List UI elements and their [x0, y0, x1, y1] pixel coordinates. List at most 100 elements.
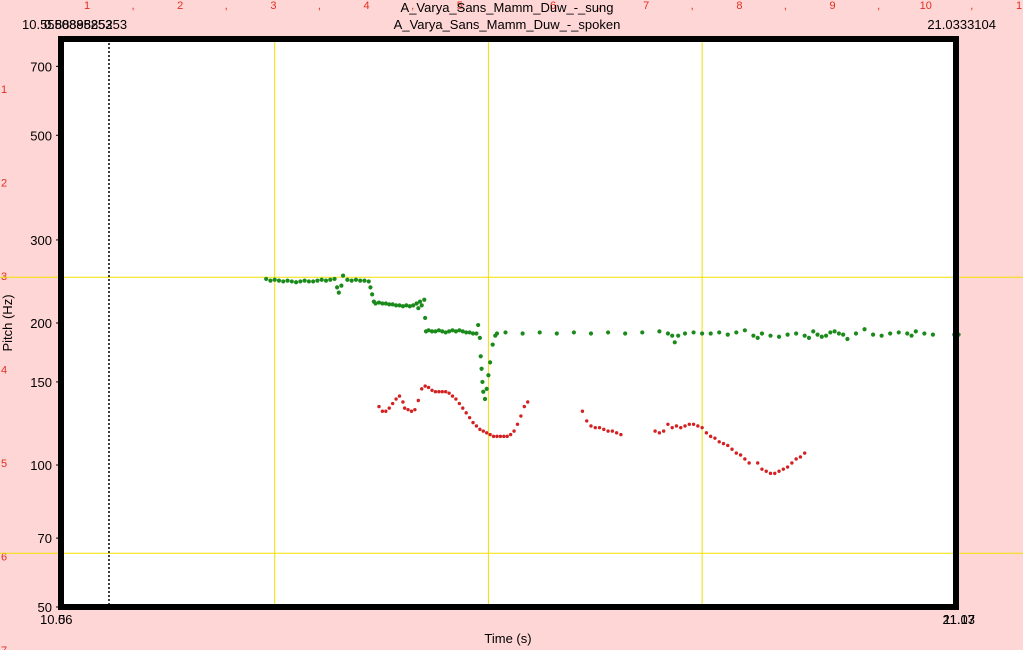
- time-left-overlap-label: 0.8889885253: [44, 17, 127, 32]
- sung-pitch-point: [353, 277, 359, 282]
- sung-pitch-point: [520, 331, 525, 336]
- spoken-pitch-point: [413, 407, 417, 412]
- ruler-top-number: 1: [1016, 0, 1022, 12]
- y-tick-label: 70: [38, 531, 52, 546]
- sung-pitch-point: [417, 299, 423, 304]
- sung-pitch-point: [478, 354, 483, 359]
- sung-pitch-point: [400, 304, 406, 309]
- sung-pitch-point: [717, 330, 722, 335]
- spoken-pitch-point: [619, 432, 623, 437]
- time-left-label: 10.5550885253: [22, 17, 112, 32]
- sung-pitch-point: [896, 330, 901, 335]
- sung-pitch-point: [676, 333, 681, 338]
- sung-pitch-point: [474, 331, 479, 336]
- sung-pitch-point: [387, 302, 392, 307]
- spoken-pitch-point: [781, 467, 786, 471]
- sung-pitch-point: [930, 332, 936, 337]
- spoken-pitch-point: [734, 451, 739, 455]
- sung-pitch-point: [433, 329, 438, 334]
- grid: [0, 39, 1023, 607]
- sung-pitch-point: [828, 330, 833, 335]
- sung-pitch-point: [440, 329, 445, 334]
- sung-pitch-point: [490, 342, 495, 347]
- sung-pitch-point: [571, 330, 576, 335]
- spoken-pitch-point: [726, 443, 730, 448]
- spoken-pitch-point: [377, 404, 381, 409]
- sung-pitch-point: [340, 273, 346, 278]
- spoken-pitch-point: [777, 469, 781, 473]
- spoken-pitch-point: [794, 457, 798, 461]
- spoken-pitch-point: [717, 440, 721, 444]
- y-axis-ticks: 50 70 100 150 200 300 500 700: [30, 59, 61, 615]
- sung-pitch-point: [888, 331, 893, 336]
- sung-pitch-point: [383, 301, 388, 306]
- x-start-label: 10.56: [40, 612, 73, 627]
- sung-pitch-point: [436, 328, 441, 333]
- spoken-pitch-point: [467, 415, 472, 420]
- spoken-pitch-point: [426, 385, 431, 390]
- sung-pitch-point: [336, 290, 341, 295]
- sung-pitch-point: [672, 340, 677, 345]
- sung-pitch-point: [302, 278, 307, 283]
- spoken-pitch-point: [593, 425, 597, 430]
- spoken-pitch-point: [387, 406, 391, 410]
- ruler-top-number: 10: [920, 0, 932, 12]
- title-spoken: A_Varya_Sans_Mamm_Duw_-_spoken: [394, 17, 621, 32]
- sung-pitch-point: [293, 280, 299, 285]
- ruler-top-comma: ,: [784, 0, 787, 12]
- spoken-pitch-point: [502, 434, 506, 439]
- spoken-pitch-point: [687, 422, 691, 426]
- sung-pitch-point: [446, 329, 452, 334]
- ruler-top-number: 3: [270, 0, 276, 12]
- sung-pitch-point: [708, 331, 713, 336]
- ruler-top-number: 9: [830, 0, 836, 12]
- spoken-pitch-point: [508, 432, 513, 437]
- sung-pitch-point: [411, 303, 416, 308]
- spoken-pitch-point: [610, 429, 615, 433]
- ruler-top-comma: ,: [504, 0, 507, 12]
- spoken-pitch-point: [760, 467, 764, 471]
- sung-pitch-point: [335, 285, 340, 290]
- spoken-pitch-point: [614, 431, 619, 435]
- spoken-pitch-point: [512, 429, 516, 433]
- sung-pitch-point: [404, 303, 409, 308]
- sung-pitch-point: [905, 331, 910, 336]
- sung-pitch-point: [742, 328, 747, 333]
- data-points: [264, 273, 961, 476]
- sung-pitch-point: [332, 276, 337, 282]
- sung-pitch-point: [725, 332, 730, 337]
- sung-pitch-point: [785, 332, 790, 337]
- spoken-pitch-point: [743, 457, 747, 461]
- ruler-top-comma: ,: [691, 0, 694, 12]
- ruler-side-number: 7: [1, 645, 7, 650]
- ruler-top-number: 2: [177, 0, 183, 12]
- sung-pitch-point: [811, 329, 816, 334]
- sung-pitch-point: [845, 336, 850, 342]
- spoken-pitch-point: [498, 434, 503, 439]
- spoken-pitch-point: [461, 406, 465, 410]
- x-end-label: 21.03: [942, 612, 975, 627]
- sung-pitch-point: [450, 328, 455, 333]
- sung-pitch-point: [479, 366, 484, 371]
- ruler-top-comma: ,: [877, 0, 880, 12]
- spoken-pitch-point: [670, 425, 674, 430]
- sung-pitch-point: [416, 306, 421, 311]
- spoken-pitch-point: [430, 388, 434, 392]
- ruler-top-number: 1: [84, 0, 90, 12]
- sung-pitch-point: [682, 331, 688, 336]
- spoken-pitch-point: [802, 451, 807, 455]
- spoken-pitch-point: [785, 465, 790, 469]
- y-axis-label: Pitch (Hz): [0, 294, 15, 351]
- spoken-pitch-point: [454, 397, 458, 401]
- spoken-pitch-point: [653, 429, 657, 433]
- spoken-pitch-point: [474, 424, 479, 428]
- sung-pitch-point: [755, 335, 760, 340]
- sung-pitch-point: [751, 333, 756, 338]
- sung-pitch-point: [366, 279, 371, 284]
- spoken-pitch-point: [674, 424, 679, 428]
- x-start-overlap-label: 0: [58, 612, 65, 627]
- sung-pitch-point: [537, 330, 542, 335]
- ruler-side-number: 5: [1, 458, 7, 470]
- sung-pitch-point: [397, 303, 402, 308]
